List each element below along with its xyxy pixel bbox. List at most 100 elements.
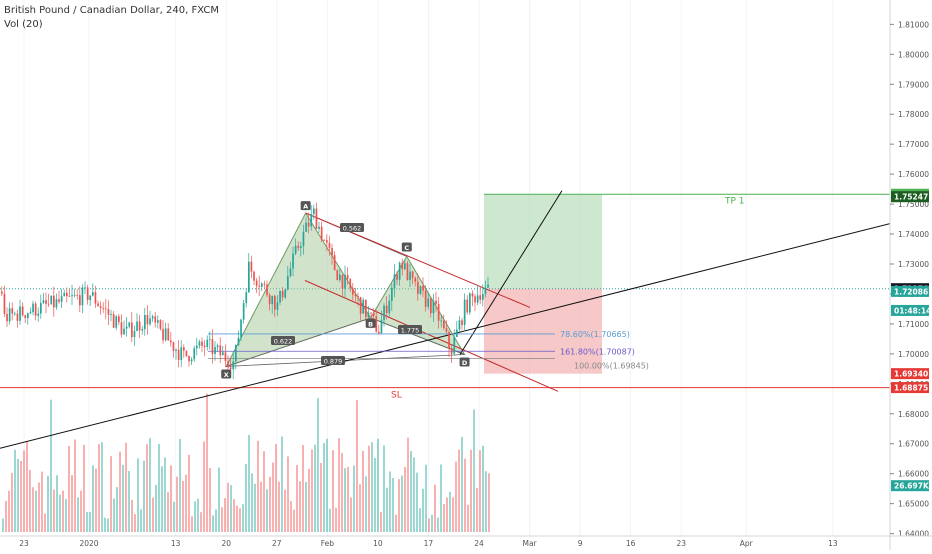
candle-body xyxy=(206,339,209,347)
candle-body xyxy=(60,296,63,302)
point-c-label-bg xyxy=(401,242,412,252)
candle-body xyxy=(388,300,391,314)
candle-body xyxy=(86,287,89,300)
volume-bar xyxy=(65,498,67,532)
price-tick-label: 1.75000 xyxy=(898,200,929,209)
candle-body xyxy=(175,349,177,351)
price-tag: 1.75247 xyxy=(894,193,928,202)
candle-body xyxy=(255,280,258,286)
candle-body xyxy=(445,328,448,332)
volume-bar xyxy=(212,515,214,532)
fib-level-label: 161.80%(1.70087) xyxy=(560,347,635,356)
volume-bar xyxy=(209,467,211,532)
candle-body xyxy=(411,271,414,278)
candle-body xyxy=(198,341,201,346)
candle-body xyxy=(232,361,235,370)
candle-body xyxy=(276,302,279,310)
candle-body xyxy=(159,320,162,329)
candle-body xyxy=(29,312,32,314)
pattern-line-xd xyxy=(226,354,465,367)
candle-body xyxy=(97,303,99,307)
volume-bar xyxy=(200,512,202,532)
volume-bar xyxy=(458,449,460,532)
price-tick-label: 1.71000 xyxy=(898,320,929,329)
symbol-title[interactable]: British Pound / Canadian Dollar, 240, FX… xyxy=(4,5,219,16)
candle-body xyxy=(424,290,427,307)
volume-bar xyxy=(284,489,286,532)
candle-body xyxy=(375,316,378,332)
volume-bar xyxy=(86,511,88,532)
fib-level-label: 100.00%(1.69845) xyxy=(574,362,649,371)
candle-body xyxy=(196,345,198,349)
volume-bar xyxy=(110,456,112,532)
harmonic-triangle-xab xyxy=(225,212,372,368)
price-tick-label: 1.76000 xyxy=(898,170,929,179)
volume-bar xyxy=(20,460,22,532)
volume-bar xyxy=(185,474,187,532)
volume-bar xyxy=(350,497,352,532)
candle-body xyxy=(336,270,339,281)
volume-bar xyxy=(269,476,271,532)
volume-bar xyxy=(77,497,79,532)
time-tick-label: 20 xyxy=(221,539,231,548)
volume-bar xyxy=(254,483,256,532)
ratio-label-bg xyxy=(271,336,295,345)
volume-bar xyxy=(392,478,394,532)
volume-bar xyxy=(452,497,454,532)
candle-body xyxy=(66,292,68,297)
volume-bar xyxy=(485,471,487,532)
candle-body xyxy=(6,313,8,322)
volume-bar xyxy=(155,485,157,532)
candle-body xyxy=(279,291,281,303)
candle-body xyxy=(157,320,159,323)
price-tag: 1.68875 xyxy=(894,384,928,393)
volume-bar xyxy=(119,451,121,532)
candle-body xyxy=(55,299,58,308)
volume-bar xyxy=(299,481,301,532)
candle-body xyxy=(391,287,393,301)
volume-bar xyxy=(317,398,319,532)
volume-bar xyxy=(260,481,262,532)
volume-bar xyxy=(164,457,166,532)
candle-body xyxy=(193,348,196,360)
candle-body xyxy=(105,308,107,310)
candle-body xyxy=(383,305,385,321)
candle-body xyxy=(68,296,71,297)
volume-bar xyxy=(302,445,304,532)
price-tick-label: 1.80000 xyxy=(898,50,929,59)
candle-body xyxy=(131,322,133,338)
candle-body xyxy=(42,300,45,303)
volume-bar xyxy=(143,460,145,532)
candle-body xyxy=(224,352,227,362)
volume-bar xyxy=(332,450,334,532)
candle-body xyxy=(47,303,50,305)
volume-bar xyxy=(440,464,442,532)
volume-indicator-label[interactable]: Vol (20) xyxy=(4,19,43,30)
volume-bar xyxy=(227,482,229,532)
ratio-label: 0.622 xyxy=(274,338,293,346)
candle-body xyxy=(118,316,120,323)
price-tag: 1.69340 xyxy=(894,370,928,379)
volume-bar xyxy=(428,518,430,532)
volume-bar xyxy=(386,487,388,532)
volume-bar xyxy=(464,458,466,532)
candle-body xyxy=(432,300,435,314)
volume-bar xyxy=(206,393,208,532)
candle-body xyxy=(24,315,27,319)
candle-body xyxy=(310,213,313,227)
volume-bar xyxy=(221,507,223,532)
candle-body xyxy=(365,299,367,318)
volume-bar xyxy=(44,513,46,532)
candle-body xyxy=(180,347,183,360)
volume-bar xyxy=(257,440,259,532)
sl-label: SL xyxy=(391,391,402,401)
volume-bar xyxy=(176,476,178,532)
time-tick-label: 24 xyxy=(474,539,484,548)
candle-body xyxy=(248,261,250,293)
price-tick-label: 1.81000 xyxy=(898,20,929,29)
candle-body xyxy=(435,300,437,305)
candle-body xyxy=(458,320,461,330)
point-x-label-bg xyxy=(221,369,232,379)
